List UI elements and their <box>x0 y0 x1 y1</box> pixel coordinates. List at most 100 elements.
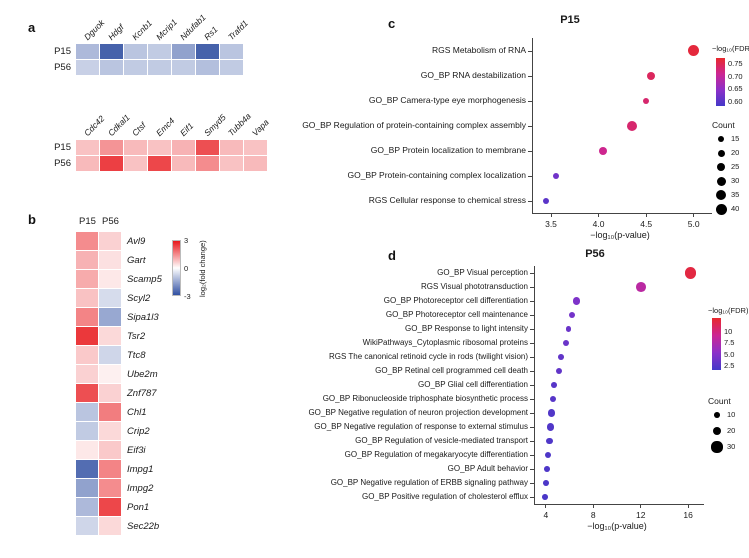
heatmap-col-label: Hdgf <box>106 22 126 42</box>
x-tick <box>545 504 547 508</box>
x-tick-label: 3.5 <box>545 219 557 229</box>
dot <box>552 172 559 179</box>
legend-fdr-tick-label: 0.75 <box>728 59 743 69</box>
heatmap-cell <box>76 517 98 535</box>
heatmap-cell <box>99 460 121 478</box>
heatmap-cell <box>76 156 99 171</box>
heatmap-cell <box>220 60 243 75</box>
x-tick-label: 8 <box>590 510 596 520</box>
category-label: RGS Visual phototransduction <box>420 282 528 292</box>
dot <box>562 339 570 347</box>
legend-fdr-tick-label: 0.65 <box>728 84 743 94</box>
dot <box>547 423 555 431</box>
category-label: RGS Metabolism of RNA <box>432 45 526 56</box>
heatmap-row-label: Impg2 <box>127 482 154 494</box>
legend-count-dot <box>711 441 723 453</box>
y-tick <box>530 483 534 484</box>
heatmap-cell <box>76 44 99 59</box>
heatmap-cell <box>196 60 219 75</box>
dot <box>643 97 650 104</box>
heatmap-row-label: Pon1 <box>127 501 150 513</box>
heatmap-cell <box>76 441 98 459</box>
heatmap-row-label: Eif3i <box>127 444 146 456</box>
category-label: GO_BP RNA destabilization <box>420 70 526 81</box>
y-tick <box>530 329 534 330</box>
legend-fdr-tick-label: 0.70 <box>728 71 743 81</box>
y-tick <box>530 315 534 316</box>
x-tick <box>693 213 695 217</box>
y-tick <box>528 50 532 52</box>
heatmap-cell <box>148 44 171 59</box>
legend-count-label: 30 <box>727 442 736 451</box>
heatmap-col-label: Vapa <box>250 117 272 138</box>
heatmap-cell <box>76 422 98 440</box>
heatmap-cell <box>76 327 98 345</box>
legend-count-label: 25 <box>731 162 740 171</box>
x-tick <box>645 213 647 217</box>
x-tick-label: 4 <box>543 510 549 520</box>
heatmap-cell <box>148 140 171 155</box>
heatmap-cell <box>99 403 121 421</box>
colorbar-gradient <box>172 240 181 296</box>
heatmap-row-label: P56 <box>54 62 71 73</box>
y-tick <box>528 75 532 77</box>
heatmap-cell <box>172 60 195 75</box>
heatmap-col-label: Cdkal1 <box>106 112 132 138</box>
heatmap-col-label: Trafd1 <box>226 18 251 42</box>
legend-count-dot <box>718 136 724 142</box>
heatmap-col-label: Ndufab1 <box>178 12 208 42</box>
legend-count-dot <box>716 190 726 200</box>
heatmap-cell <box>172 44 195 59</box>
heatmap-cell <box>100 140 123 155</box>
dot <box>558 354 565 360</box>
category-label: WikiPathways_Cytoplasmic ribosomal prote… <box>362 338 528 348</box>
dot <box>684 267 697 279</box>
heatmap-cell <box>76 479 98 497</box>
dot <box>551 382 557 388</box>
dot <box>688 45 700 56</box>
y-tick <box>530 469 534 470</box>
heatmap-cell <box>76 270 98 288</box>
heatmap-cell <box>100 60 123 75</box>
category-label: GO_BP Glial cell differentiation <box>418 380 528 390</box>
heatmap-col-label: P15 <box>79 216 96 227</box>
x-axis-label: −log₁₀(p-value) <box>590 230 650 240</box>
dot <box>646 71 655 80</box>
heatmap-cell <box>124 44 147 59</box>
y-axis-line <box>533 266 535 504</box>
legend-fdr-title: −log₁₀(FDR) <box>708 306 749 315</box>
legend-count-dot <box>712 426 722 436</box>
heatmap-cell <box>99 441 121 459</box>
heatmap-row-label: Scyl2 <box>127 292 151 304</box>
heatmap-col-label: P56 <box>102 216 119 227</box>
legend-fdr-tick-label: 2.5 <box>724 361 735 371</box>
legend-count-label: 15 <box>731 134 740 143</box>
heatmap-row-label: P15 <box>54 142 71 153</box>
heatmap-row-label: Tsr2 <box>127 330 146 342</box>
dot <box>549 395 557 403</box>
y-tick <box>528 100 532 102</box>
heatmap-row-label: Sec22b <box>127 520 160 532</box>
legend-count-label: 10 <box>727 410 736 419</box>
legend-count-label: 40 <box>731 204 740 213</box>
heatmap-cell <box>124 156 147 171</box>
panel-label-c: c <box>388 16 396 31</box>
heatmap-col-label: Rs1 <box>202 24 220 42</box>
category-label: GO_BP Photoreceptor cell differentiation <box>383 296 528 306</box>
heatmap-col-label: Kcnb1 <box>130 17 155 42</box>
heatmap-cell <box>76 384 98 402</box>
panel-label-d: d <box>388 248 396 263</box>
x-axis-label: −log₁₀(p-value) <box>587 521 647 531</box>
heatmap-cell <box>220 140 243 155</box>
x-tick <box>598 213 600 217</box>
legend-count-title: Count <box>712 120 735 130</box>
heatmap-col-label: Dguok <box>82 17 107 42</box>
heatmap-col-label: Smyd5 <box>202 112 228 138</box>
legend-count-dot <box>714 412 720 418</box>
legend-count-label: 20 <box>727 426 736 435</box>
category-label: GO_BP Adult behavior <box>447 464 528 474</box>
heatmap-cell <box>76 251 98 269</box>
legend-count-label: 30 <box>731 176 740 185</box>
heatmap-cell <box>76 60 99 75</box>
